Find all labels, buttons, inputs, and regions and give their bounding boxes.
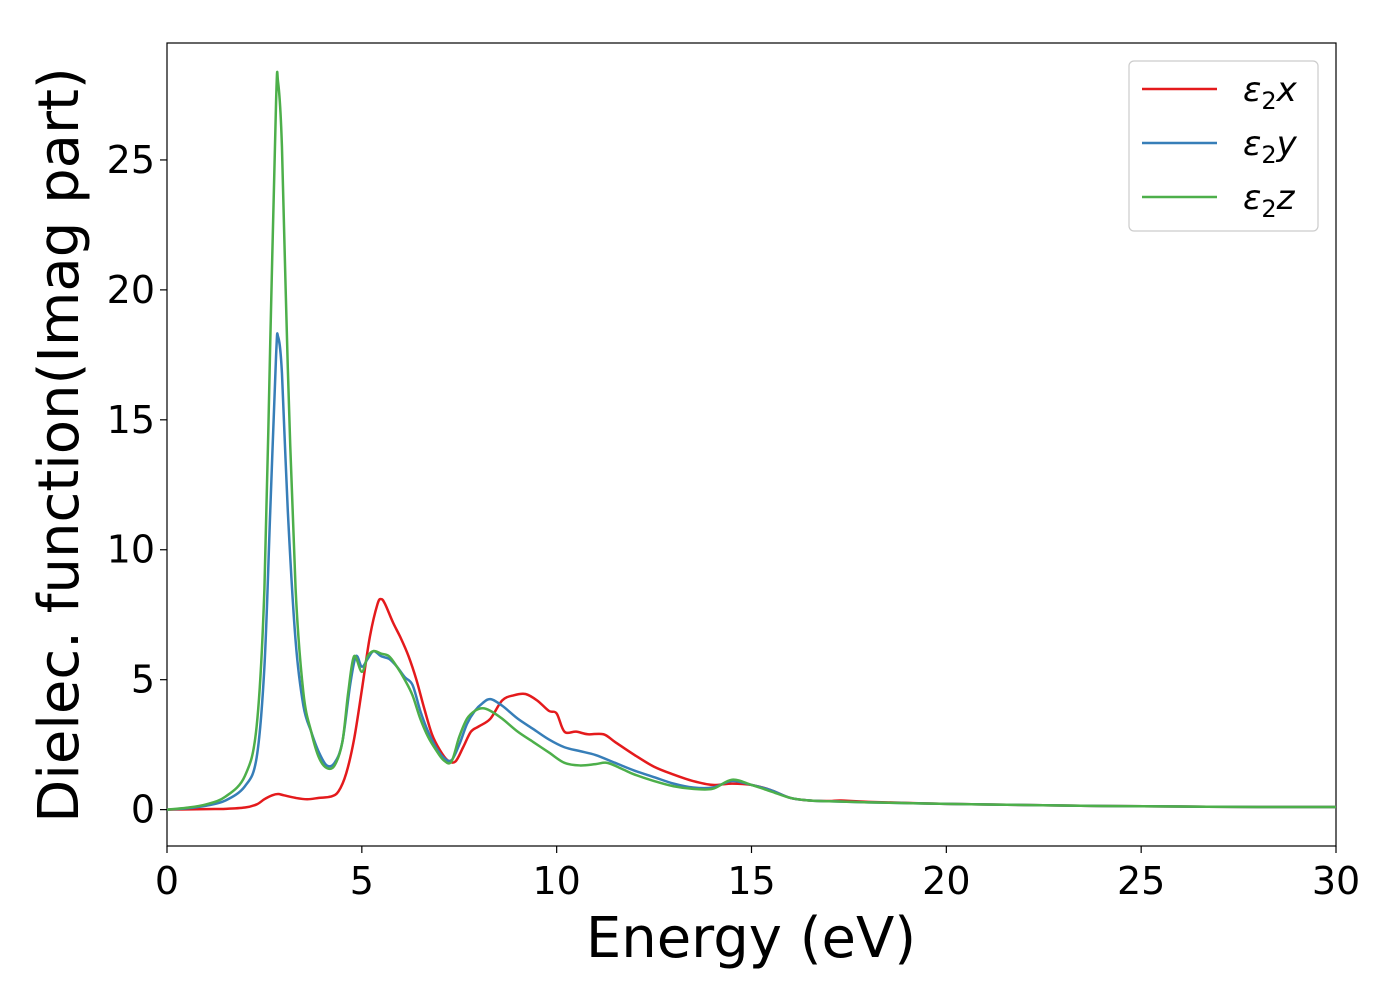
y-axis-ticks: 0 5 10 15 20 25 xyxy=(107,138,167,832)
x-axis-title: Energy (eV) xyxy=(586,906,916,971)
legend-label-y: ε2y xyxy=(1243,124,1298,169)
y-tick-label: 5 xyxy=(131,658,155,702)
x-tick-label: 5 xyxy=(350,859,374,903)
x-tick-label: 15 xyxy=(727,859,775,903)
y-axis-title: Dielec. function(Imag part) xyxy=(27,67,92,823)
x-tick-label: 30 xyxy=(1312,859,1360,903)
series-layer xyxy=(166,70,1337,811)
series-line-z xyxy=(166,70,1337,811)
x-tick-label: 10 xyxy=(532,859,580,903)
y-tick-label: 15 xyxy=(107,398,155,442)
x-tick-label: 25 xyxy=(1117,859,1165,903)
y-tick-label: 10 xyxy=(107,528,155,572)
legend: ε2x ε2y ε2z xyxy=(1128,60,1319,232)
legend-label-z: ε2z xyxy=(1243,178,1296,223)
x-tick-label: 0 xyxy=(155,859,179,903)
x-axis-ticks: 0 5 10 15 20 25 30 xyxy=(155,846,1360,903)
y-tick-label: 25 xyxy=(107,138,155,182)
y-tick-label: 0 xyxy=(131,788,155,832)
legend-box xyxy=(1128,60,1319,232)
plot-area: 0 5 10 15 20 25 30 0 5 10 15 20 25 xyxy=(107,42,1360,903)
series-line-x xyxy=(166,597,1337,811)
legend-label-x: ε2x xyxy=(1243,70,1298,115)
legend-items: ε2x ε2y ε2z xyxy=(1142,70,1298,223)
y-tick-label: 20 xyxy=(107,268,155,312)
x-tick-label: 20 xyxy=(922,859,970,903)
